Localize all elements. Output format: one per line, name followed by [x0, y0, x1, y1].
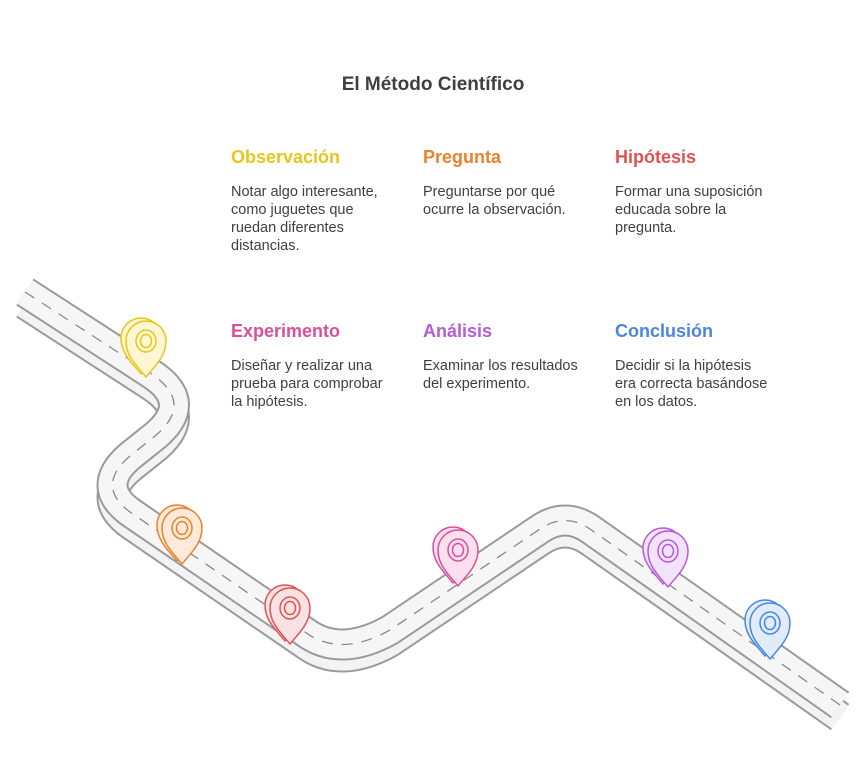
step-description: Notar algo interesante, como juguetes qu…: [231, 184, 378, 254]
step-pregunta: Pregunta Preguntarse por qué ocurre la ob…: [423, 146, 583, 219]
map-pin-icon: [642, 527, 689, 588]
step-heading: Conclusión: [615, 321, 713, 341]
step-heading: Hipótesis: [615, 147, 697, 167]
step-heading: Análisis: [423, 321, 493, 341]
step-heading: Pregunta: [423, 147, 502, 167]
step-heading: Observación: [231, 147, 341, 167]
step-description: Formar una suposición educada sobre la p…: [615, 184, 763, 236]
step-description: Decidir si la hipótesis era correcta bas…: [615, 358, 768, 410]
map-pin-icon: [156, 504, 203, 565]
markers-layer: [120, 317, 791, 660]
map-pin-icon: [120, 317, 167, 378]
step-description: Examinar los resultados del experimento.: [423, 358, 578, 392]
map-pin-icon: [432, 526, 479, 587]
page-title: El Método Científico: [341, 74, 525, 95]
step-description: Diseñar y realizar una prueba para compr…: [231, 358, 383, 410]
step-observacion: Observación Notar algo interesante, como …: [231, 146, 391, 255]
step-experimento: Experimento Diseñar y realizar una prueba…: [231, 320, 391, 411]
step-description: Preguntarse por qué ocurre la observació…: [423, 184, 566, 218]
map-pin-icon: [264, 584, 311, 645]
map-pin-icon: [744, 599, 791, 660]
step-hipotesis: Hipótesis Formar una suposición educada s…: [615, 146, 775, 237]
step-analisis: Análisis Examinar los resultados del expe…: [423, 320, 583, 393]
step-conclusion: Conclusión Decidir si la hipótesis era co…: [615, 320, 775, 411]
step-heading: Experimento: [231, 321, 341, 341]
